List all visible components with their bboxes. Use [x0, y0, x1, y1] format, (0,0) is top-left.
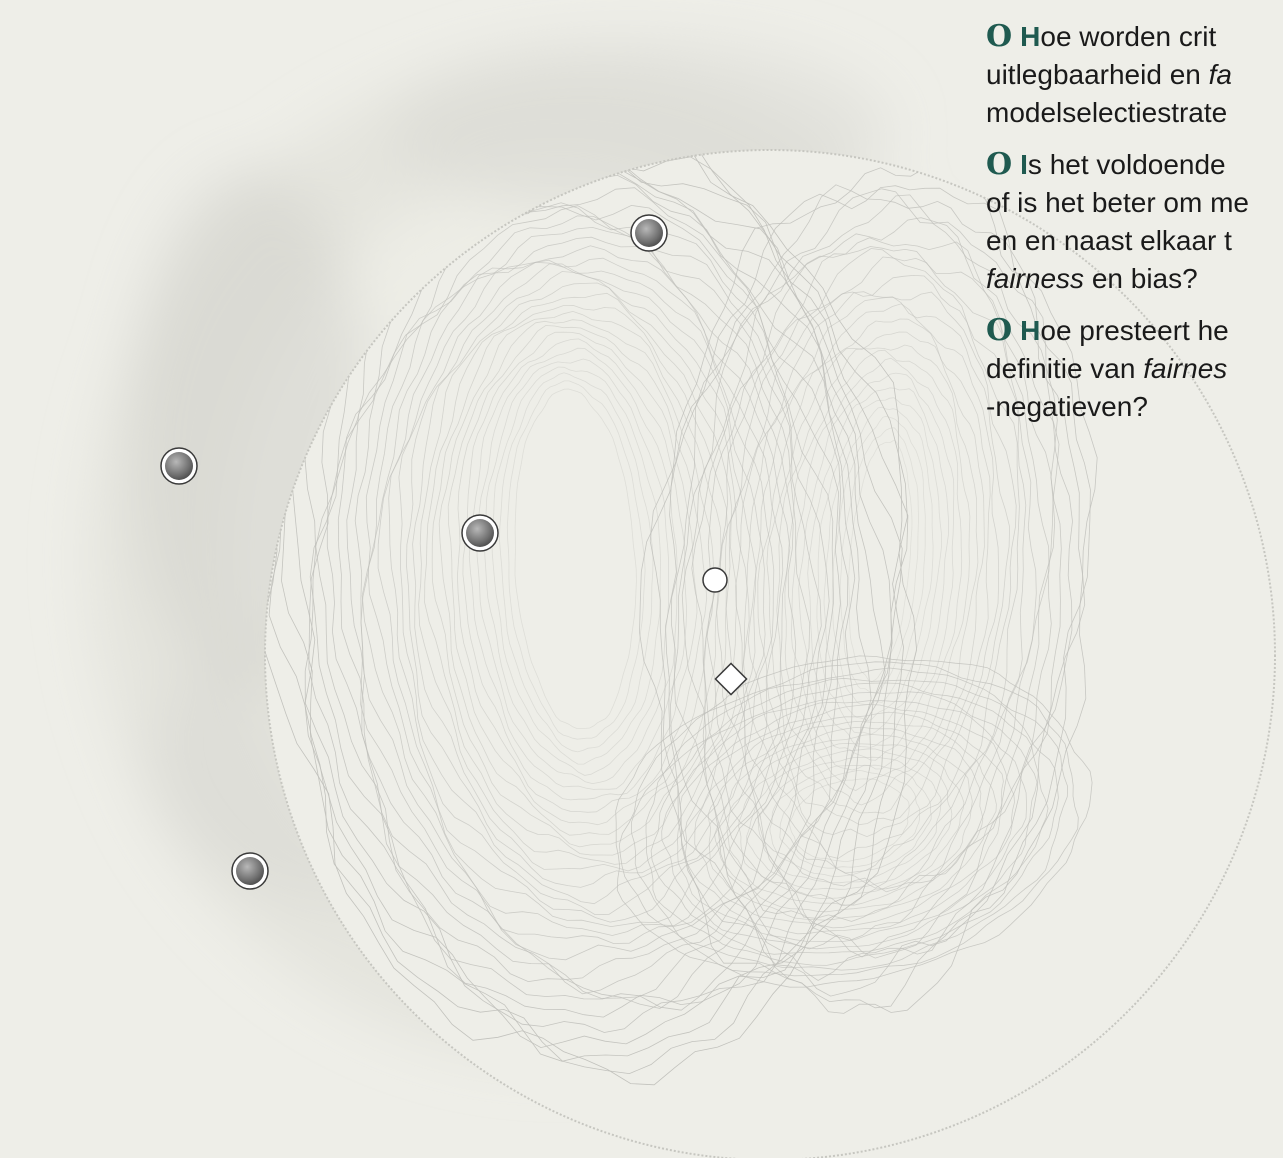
marker-diamond[interactable] — [714, 662, 748, 696]
lens-circle — [265, 150, 1275, 1158]
question-2: O Is het voldoende of is het beter om me … — [986, 146, 1283, 298]
question-mark-icon: O — [986, 313, 1013, 348]
question-2-line-2: of is het beter om me — [986, 187, 1250, 218]
question-1-line-2: uitlegbaarheid en fa — [986, 59, 1232, 90]
question-3-line-1: O Hoe presteert he — [986, 313, 1229, 348]
question-1-line-1: O Hoe worden crit — [986, 19, 1217, 54]
question-1-line-3: modelselectiestrate — [986, 97, 1228, 128]
question-mark-icon: O — [986, 147, 1013, 182]
marker-left[interactable] — [160, 447, 198, 485]
question-mark-icon: O — [986, 19, 1013, 54]
marker-top[interactable] — [630, 214, 668, 252]
question-2-line-4: fairness en bias? — [986, 263, 1198, 294]
marker-bottom-left[interactable] — [231, 852, 269, 890]
marker-center-left[interactable] — [461, 514, 499, 552]
contour-lines — [265, 150, 1098, 1086]
question-3-line-2: definitie van fairnes — [986, 353, 1228, 384]
marker-white[interactable] — [702, 567, 728, 593]
lens-border — [264, 149, 1276, 1158]
question-3-line-3: -negatieven? — [986, 391, 1148, 422]
question-3: O Hoe presteert he definitie van fairnes … — [986, 312, 1283, 426]
question-list: O Hoe worden crit uitlegbaarheid en fa mo… — [986, 18, 1283, 440]
question-1: O Hoe worden crit uitlegbaarheid en fa mo… — [986, 18, 1283, 132]
question-2-line-1: O Is het voldoende — [986, 147, 1226, 182]
question-2-line-3: en en naast elkaar t — [986, 225, 1232, 256]
